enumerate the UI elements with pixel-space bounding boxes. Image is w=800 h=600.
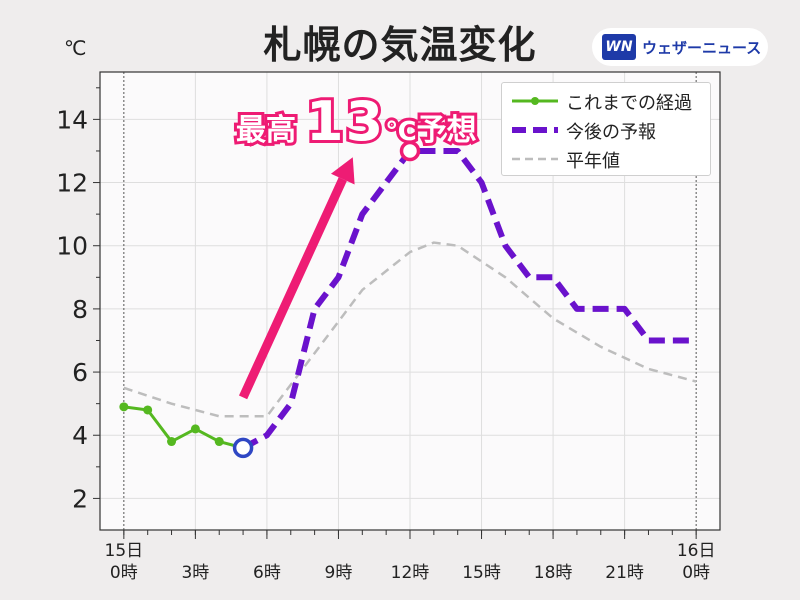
x-tick-label: 9時 <box>325 563 353 583</box>
series-normal-line <box>123 241 697 418</box>
x-tick-label: 21時 <box>605 563 644 583</box>
y-tick-label: 2 <box>72 484 88 513</box>
x-tick-label: 0時 <box>110 563 138 583</box>
legend-forecast-swatch <box>512 127 558 133</box>
y-axis-unit-label: ℃ <box>64 36 87 60</box>
now-marker <box>232 437 254 459</box>
legend-observed-swatch <box>512 97 558 105</box>
trend-arrow-head <box>330 157 355 185</box>
callout-value: 13 <box>303 87 386 156</box>
legend-label-normal: 平年値 <box>566 151 620 172</box>
x-tick-label: 12時 <box>391 563 430 583</box>
y-tick-label: 6 <box>72 358 88 387</box>
max-marker <box>399 140 421 162</box>
legend-label-observed: これまでの経過 <box>566 93 692 114</box>
callout-suffix: 予想 <box>414 110 480 151</box>
legend-label-forecast: 今後の予報 <box>566 122 656 143</box>
observed-point <box>167 437 177 447</box>
y-tick-label: 14 <box>56 105 88 134</box>
legend-item-forecast: 今後の予報 <box>502 116 710 143</box>
chart-title: 札幌の気温変化 <box>263 23 537 67</box>
max-temperature-callout: 最高 13 ℃ 予想 <box>233 87 480 156</box>
callout-prefix: 最高 <box>233 110 299 151</box>
brand-badge: WN ウェザーニュース <box>592 28 768 66</box>
brand-name: ウェザーニュース <box>642 38 762 57</box>
observed-point <box>119 402 129 412</box>
x-tick-label: 3時 <box>181 563 209 583</box>
marker-layer <box>232 140 421 459</box>
series-forecast-line <box>241 147 697 451</box>
y-tick-label: 4 <box>72 421 88 450</box>
brand-logo-icon: WN <box>602 34 636 60</box>
legend-item-observed: これまでの経過 <box>502 87 710 114</box>
legend-normal-swatch <box>512 157 558 161</box>
legend-item-normal: 平年値 <box>502 145 710 172</box>
x-tick-label: 6時 <box>253 563 281 583</box>
observed-point <box>190 424 200 434</box>
observed-point <box>214 437 224 447</box>
y-tick-label: 12 <box>56 169 88 198</box>
x-tick-label: 18時 <box>534 563 573 583</box>
observed-point <box>143 405 153 415</box>
x-tick-label: 0時 <box>682 563 710 583</box>
chart-legend: これまでの経過 今後の予報 平年値 <box>501 82 711 176</box>
x-tick-label: 15日 <box>105 541 144 561</box>
x-tick-label: 15時 <box>462 563 501 583</box>
y-tick-label: 10 <box>56 232 88 261</box>
trend-arrow-shaft <box>238 177 347 400</box>
series-layer <box>119 147 697 451</box>
x-tick-label: 16日 <box>677 541 716 561</box>
callout-unit: ℃ <box>382 114 420 150</box>
grid <box>100 72 720 530</box>
y-tick-label: 8 <box>72 295 88 324</box>
